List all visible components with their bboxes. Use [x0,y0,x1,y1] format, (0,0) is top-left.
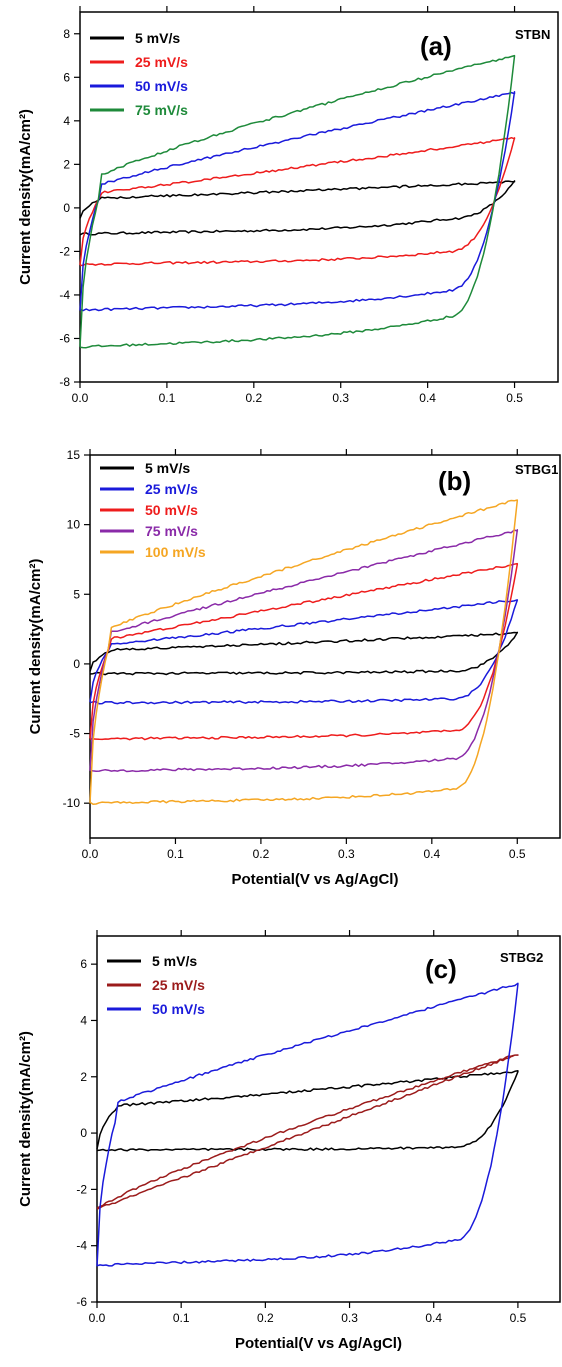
sample-label: STBG2 [500,950,543,965]
legend-label: 50 mV/s [135,78,188,94]
series-line [96,1070,519,1152]
y-axis-label: Current density(mA/cm²) [27,559,44,735]
x-tick-label: 0.5 [510,1311,527,1325]
y-tick-label: 6 [80,957,87,971]
plot-frame [96,935,561,1303]
y-tick-label: -5 [69,727,80,741]
x-tick-label: 0.2 [245,391,262,405]
x-tick-label: 0.1 [167,847,184,861]
series-line [89,631,519,676]
y-tick-label: -2 [76,1182,87,1196]
series-line [89,529,519,773]
x-tick-label: 0.4 [425,1311,442,1325]
x-tick-label: 0.1 [173,1311,190,1325]
x-axis-label: Potential(V vs Ag/AgCl) [232,871,399,888]
series-line [89,562,519,741]
x-tick-label: 0.0 [82,847,99,861]
x-tick-label: 0.4 [423,847,440,861]
y-tick-label: 0 [63,201,70,215]
series-line [79,136,516,267]
chart-panel-3: 0.0 0.1 0.2 0.3 0.4 0.5 -6 -4 -2 0 2 4 6 Current dens… [17,930,561,1352]
y-tick-label: 4 [80,1013,87,1027]
x-tick-label: 0.2 [253,847,270,861]
plot-frame [89,454,561,839]
y-tick-label: 4 [63,114,70,128]
y-tick-label: 0 [80,1126,87,1140]
y-tick-label: -6 [59,331,70,345]
y-tick-label: -4 [76,1239,87,1253]
y-axis-label: Current density(mA/cm²) [17,1031,34,1207]
series-line [96,982,519,1267]
legend-label: 5 mV/s [152,953,197,969]
legend-label: 50 mV/s [145,502,198,518]
chart-panel-1: 0.0 0.1 0.2 0.3 0.4 0.5 -8 -6 -4 -2 0 2 4 6 8 Current d… [17,6,559,405]
legend-label: 25 mV/s [152,977,205,993]
legend-label: 25 mV/s [145,481,198,497]
series-line [79,54,516,349]
x-axis-label: Potential(V vs Ag/AgCl) [235,1335,402,1352]
legend-label: 75 mV/s [145,523,198,539]
y-tick-label: -10 [63,796,81,810]
y-tick-label: 8 [63,27,70,41]
x-tick-label: 0.3 [341,1311,358,1325]
x-tick-label: 0.3 [332,391,349,405]
x-tick-label: 0.5 [506,391,523,405]
y-tick-label: 10 [67,518,81,532]
panel-label: (c) [425,954,457,984]
y-tick-label: 2 [63,157,70,171]
panel-label: (b) [438,466,471,496]
x-tick-label: 0.2 [257,1311,274,1325]
x-tick-label: 0.0 [72,391,89,405]
y-tick-label: 5 [73,587,80,601]
legend-label: 100 mV/s [145,544,206,560]
y-tick-label: -2 [59,244,70,258]
legend-label: 5 mV/s [145,460,190,476]
panel-label: (a) [420,31,452,61]
plot-frame [79,11,559,383]
legend-label: 5 mV/s [135,30,180,46]
x-tick-label: 0.5 [509,847,526,861]
y-tick-label: 0 [73,657,80,671]
x-tick-label: 0.4 [419,391,436,405]
legend-label: 50 mV/s [152,1001,205,1017]
y-tick-label: 2 [80,1070,87,1084]
series-line [79,180,516,236]
sample-label: STBG1 [515,462,558,477]
y-tick-label: -6 [76,1295,87,1309]
x-tick-label: 0.0 [89,1311,106,1325]
series-line [89,599,519,705]
y-tick-label: -4 [59,288,70,302]
y-tick-label: 15 [67,448,81,462]
legend-label: 75 mV/s [135,102,188,118]
series-line [96,1054,519,1210]
series-line [89,499,519,805]
x-tick-label: 0.3 [338,847,355,861]
chart-panel-2: 0.0 0.1 0.2 0.3 0.4 0.5 -10 -5 0 5 10 15 Current den… [27,448,561,888]
y-axis-label: Current density(mA/cm²) [17,109,34,285]
x-tick-label: 0.1 [159,391,176,405]
series-line [79,91,516,312]
legend-label: 25 mV/s [135,54,188,70]
y-tick-label: 6 [63,70,70,84]
sample-label: STBN [515,27,550,42]
y-tick-label: -8 [59,375,70,389]
